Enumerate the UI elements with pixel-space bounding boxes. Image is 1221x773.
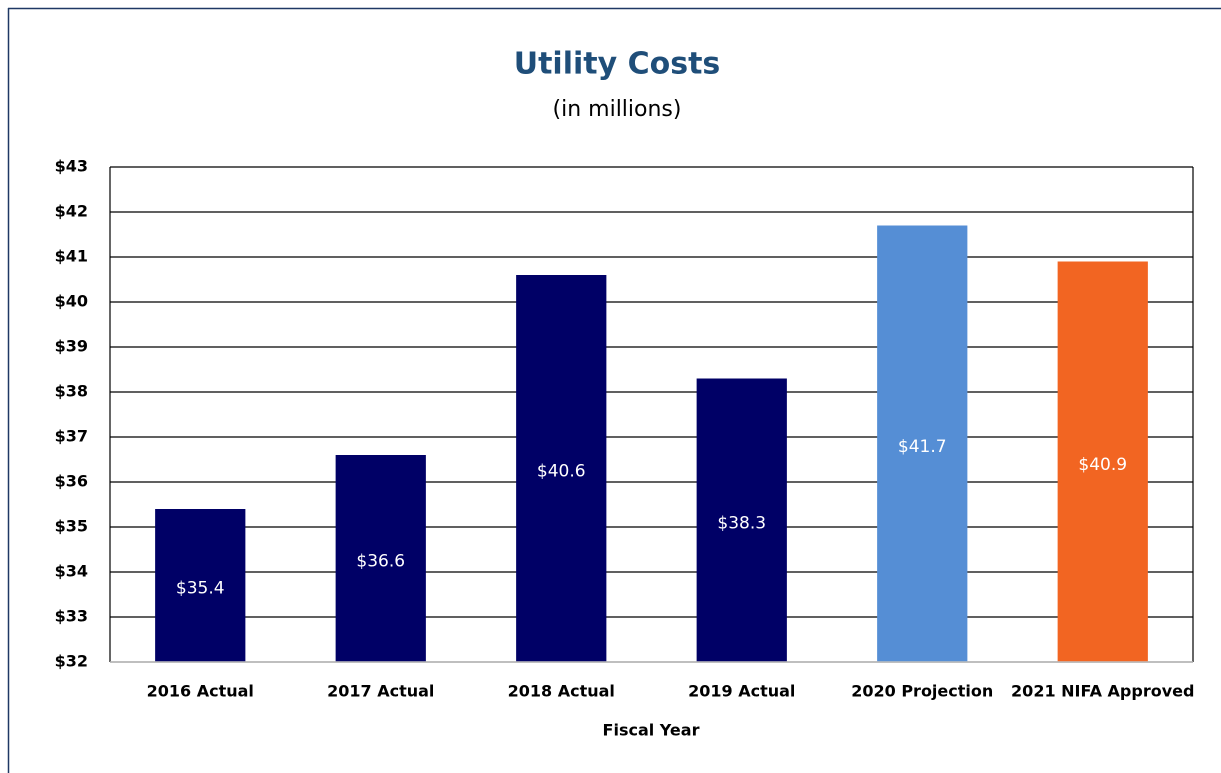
- chart-title: Utility Costs: [514, 47, 721, 82]
- y-tick-label: $32: [55, 652, 88, 671]
- bar: [1057, 261, 1148, 662]
- value-label: $36.6: [356, 552, 405, 572]
- bar: [335, 455, 426, 662]
- x-axis-title: Fiscal Year: [603, 721, 700, 740]
- x-tick-label: 2019 Actual: [688, 682, 795, 701]
- y-tick-label: $41: [55, 247, 88, 266]
- y-tick-label: $35: [55, 517, 88, 536]
- y-tick-label: $34: [55, 562, 88, 581]
- x-tick-label: 2016 Actual: [147, 682, 254, 701]
- value-label: $40.9: [1078, 455, 1127, 475]
- value-label: $35.4: [176, 579, 225, 599]
- y-tick-label: $38: [55, 382, 88, 401]
- y-tick-label: $39: [55, 337, 88, 356]
- x-tick-label: 2020 Projection: [851, 682, 993, 701]
- x-tick-label: 2017 Actual: [327, 682, 434, 701]
- bar: [877, 225, 968, 662]
- y-tick-label: $43: [55, 157, 88, 176]
- y-tick-label: $42: [55, 202, 88, 221]
- value-label: $40.6: [537, 462, 586, 482]
- chart-subtitle: (in millions): [553, 97, 682, 122]
- x-tick-label: 2021 NIFA Approved: [1011, 682, 1194, 701]
- y-tick-label: $36: [55, 472, 88, 491]
- value-label: $41.7: [898, 437, 947, 457]
- bar: [155, 509, 246, 662]
- value-label: $38.3: [717, 513, 766, 533]
- y-tick-label: $40: [55, 292, 88, 311]
- bar: [696, 378, 787, 662]
- bar: [516, 275, 607, 662]
- x-tick-label: 2018 Actual: [508, 682, 615, 701]
- y-tick-label: $33: [55, 607, 88, 626]
- y-tick-label: $37: [55, 427, 88, 446]
